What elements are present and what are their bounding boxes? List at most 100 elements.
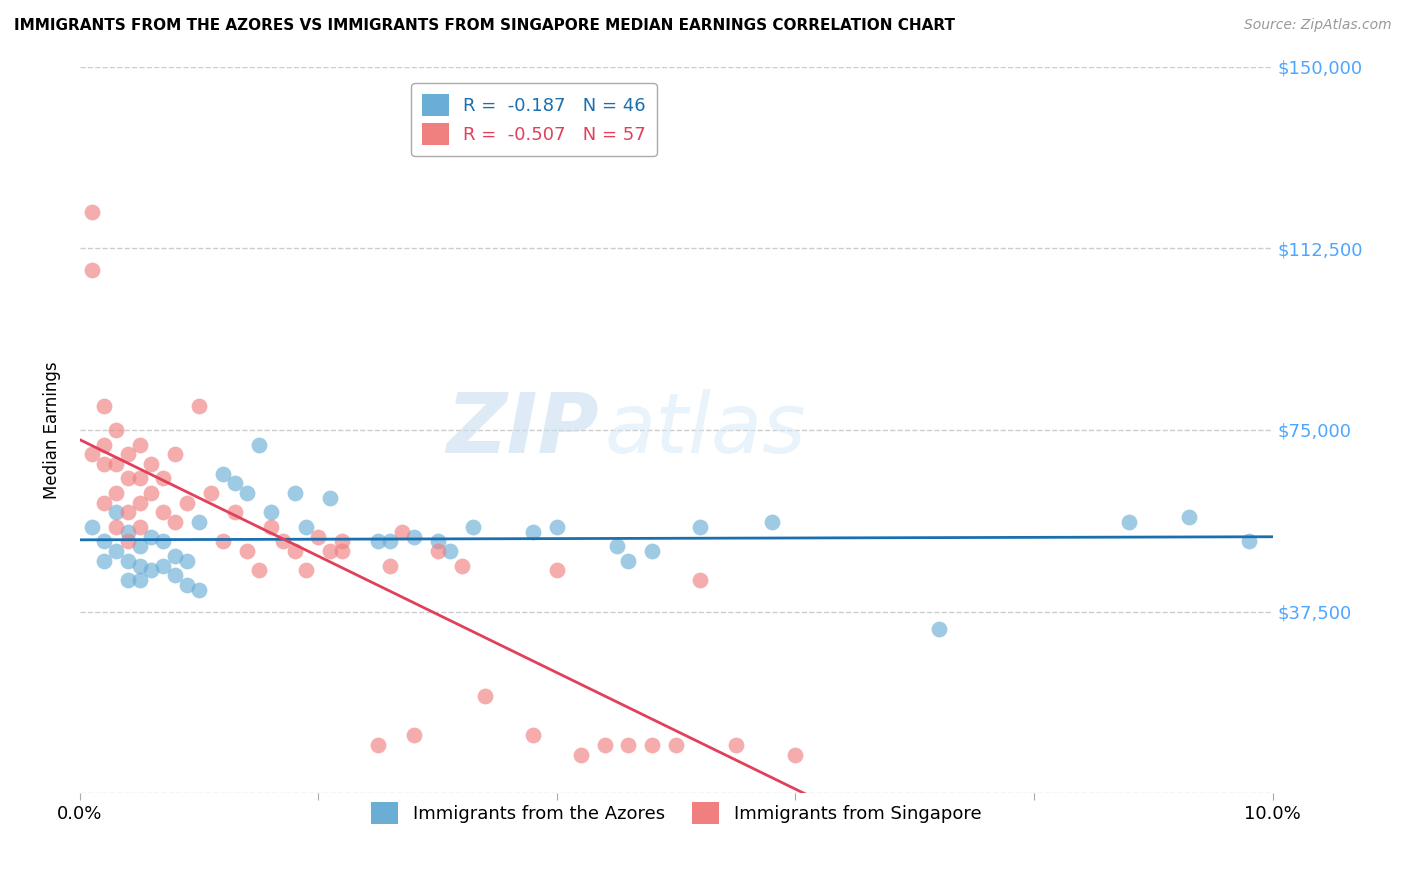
Point <box>641 544 664 558</box>
Point <box>117 471 139 485</box>
Point <box>450 558 472 573</box>
Point <box>104 486 127 500</box>
Point <box>260 520 283 534</box>
Point <box>141 486 163 500</box>
Point <box>117 447 139 461</box>
Point <box>260 505 283 519</box>
Point <box>128 573 150 587</box>
Point <box>93 534 115 549</box>
Point <box>188 582 211 597</box>
Point <box>593 738 616 752</box>
Point <box>378 558 401 573</box>
Point <box>426 544 449 558</box>
Point <box>665 738 688 752</box>
Point <box>606 539 628 553</box>
Point <box>546 520 568 534</box>
Point <box>689 520 711 534</box>
Point <box>307 530 329 544</box>
Point <box>117 573 139 587</box>
Point <box>128 471 150 485</box>
Point <box>117 524 139 539</box>
Point <box>188 399 211 413</box>
Point <box>391 524 413 539</box>
Point <box>165 515 187 529</box>
Point <box>128 558 150 573</box>
Point <box>367 738 389 752</box>
Point <box>104 520 127 534</box>
Text: Source: ZipAtlas.com: Source: ZipAtlas.com <box>1244 18 1392 32</box>
Point <box>236 544 259 558</box>
Point <box>439 544 461 558</box>
Point <box>117 505 139 519</box>
Point <box>104 505 127 519</box>
Point <box>283 544 305 558</box>
Point <box>141 564 163 578</box>
Point <box>367 534 389 549</box>
Point <box>724 738 747 752</box>
Point <box>128 437 150 451</box>
Point <box>224 505 246 519</box>
Point <box>546 564 568 578</box>
Point <box>212 467 235 481</box>
Point <box>93 437 115 451</box>
Point <box>104 457 127 471</box>
Point <box>141 457 163 471</box>
Point <box>295 520 318 534</box>
Point <box>93 399 115 413</box>
Point <box>152 558 174 573</box>
Point <box>761 515 783 529</box>
Point <box>247 564 270 578</box>
Point <box>117 554 139 568</box>
Point <box>176 496 198 510</box>
Point <box>330 534 353 549</box>
Point <box>93 457 115 471</box>
Point <box>319 544 342 558</box>
Point <box>522 728 544 742</box>
Point <box>378 534 401 549</box>
Point <box>224 476 246 491</box>
Point <box>80 520 103 534</box>
Point <box>1178 510 1201 524</box>
Point <box>128 520 150 534</box>
Point <box>104 544 127 558</box>
Point <box>176 554 198 568</box>
Point <box>330 544 353 558</box>
Point <box>93 496 115 510</box>
Point <box>117 534 139 549</box>
Point <box>104 423 127 437</box>
Point <box>93 554 115 568</box>
Point <box>236 486 259 500</box>
Point <box>928 622 950 636</box>
Point <box>402 530 425 544</box>
Point <box>319 491 342 505</box>
Point <box>165 447 187 461</box>
Point <box>80 263 103 277</box>
Point <box>188 515 211 529</box>
Point <box>283 486 305 500</box>
Point <box>165 568 187 582</box>
Point <box>474 690 496 704</box>
Point <box>1237 534 1260 549</box>
Point <box>176 578 198 592</box>
Y-axis label: Median Earnings: Median Earnings <box>44 361 60 499</box>
Point <box>271 534 294 549</box>
Point <box>165 549 187 563</box>
Point <box>426 534 449 549</box>
Point <box>141 530 163 544</box>
Point <box>80 205 103 219</box>
Point <box>128 539 150 553</box>
Point <box>152 534 174 549</box>
Text: atlas: atlas <box>605 390 806 470</box>
Point <box>402 728 425 742</box>
Legend: Immigrants from the Azores, Immigrants from Singapore: Immigrants from the Azores, Immigrants f… <box>360 791 993 835</box>
Point <box>247 437 270 451</box>
Point <box>569 747 592 762</box>
Point <box>641 738 664 752</box>
Point <box>463 520 485 534</box>
Point <box>212 534 235 549</box>
Point <box>522 524 544 539</box>
Point <box>80 447 103 461</box>
Point <box>617 554 640 568</box>
Point <box>1118 515 1140 529</box>
Point <box>152 505 174 519</box>
